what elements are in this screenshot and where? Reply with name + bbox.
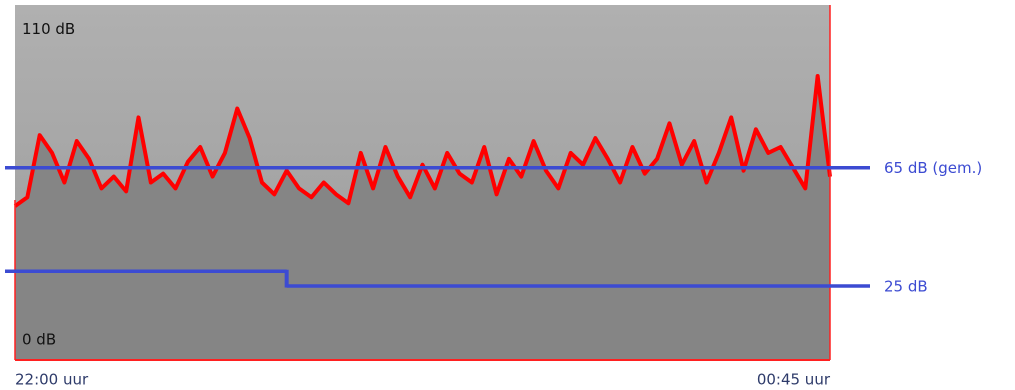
y-tick-label: 110 dB [22, 20, 75, 38]
x-tick-label: 00:45 uur [757, 371, 831, 389]
reference-label: 25 dB [884, 278, 928, 296]
area-under-line [15, 76, 830, 360]
reference-label: 65 dB (gem.) [884, 159, 982, 177]
level-line [13, 74, 832, 208]
x-tick-label: 22:00 uur [15, 371, 89, 389]
y-tick-label: 0 dB [22, 331, 56, 349]
